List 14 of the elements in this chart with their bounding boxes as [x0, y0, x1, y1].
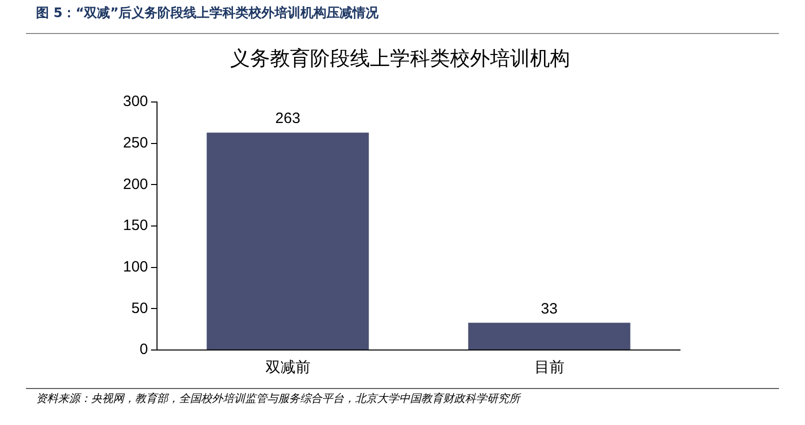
chart-subtitle: 义务教育阶段线上学科类校外培训机构 [230, 46, 570, 70]
data-label: 263 [275, 110, 300, 128]
y-tick-label: 150 [122, 217, 148, 234]
x-tick-label: 目前 [534, 358, 564, 376]
y-tick-label: 50 [131, 300, 148, 317]
text: 资料来源：央视网，教育部，全国校外培训监管与服务综合平台，北京大学中国教育财政科学研究所 [36, 391, 520, 406]
y-tick-label: 200 [122, 176, 148, 193]
y-tick-label: 100 [122, 258, 148, 276]
x-tick-label: 双减前 [265, 358, 310, 376]
chart-title: 图 5：“双减”后义务阶段线上学科类校外培训机构压减情况 [36, 4, 379, 22]
y-tick-label: 300 [122, 93, 148, 110]
data-label: 33 [540, 300, 558, 318]
y-tick-label: 250 [122, 134, 148, 152]
y-tick-label: 0 [140, 341, 148, 358]
